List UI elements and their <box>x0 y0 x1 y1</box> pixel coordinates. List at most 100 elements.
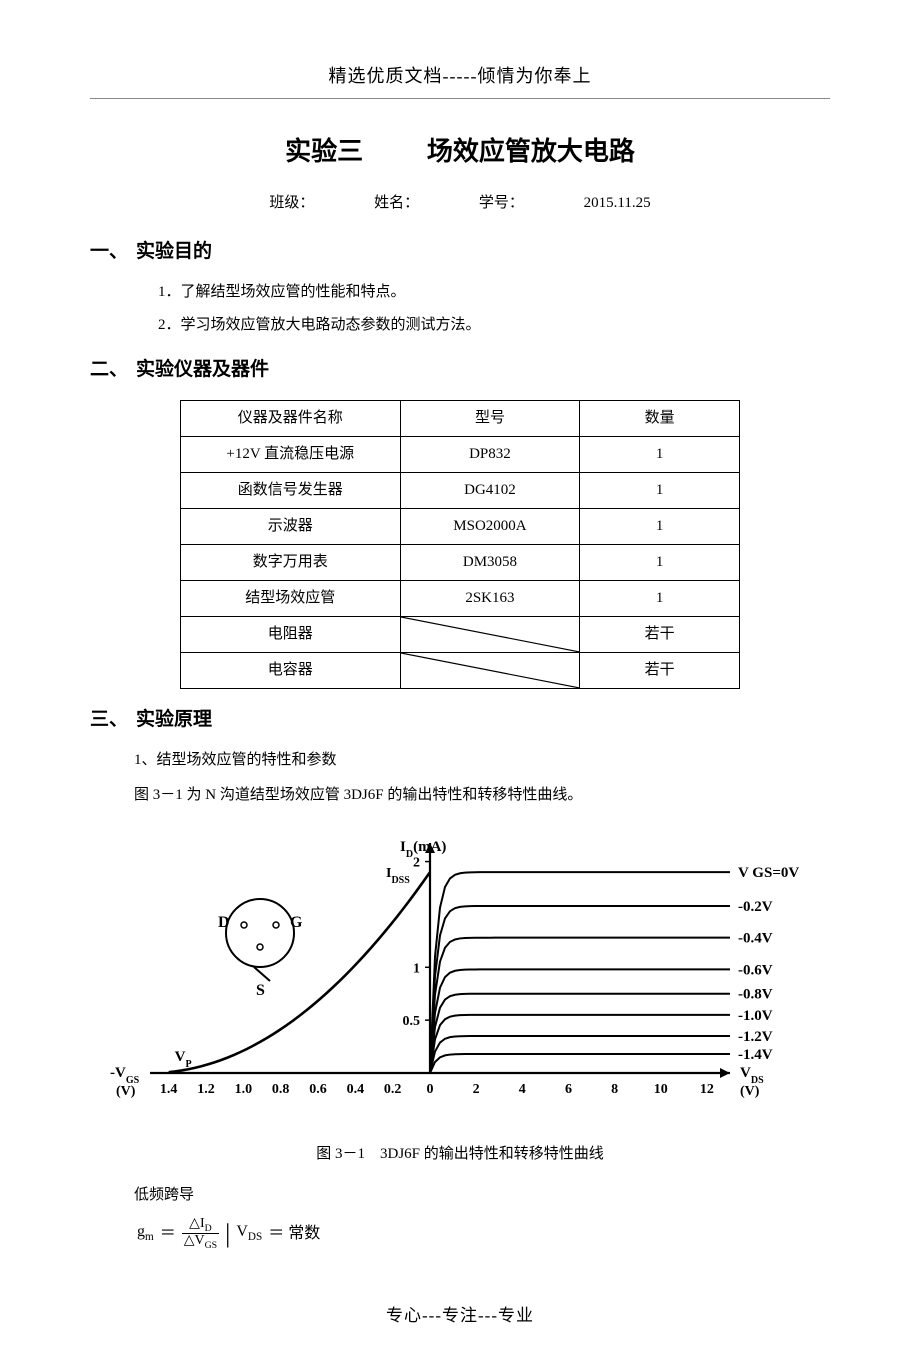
formula-gm: gm <box>134 1217 157 1251</box>
s1-item-1: 1．了解结型场效应管的性能和特点。 <box>158 279 830 306</box>
section-1-head: 一、实验目的 <box>90 235 830 269</box>
table-row: 结型场效应管2SK1631 <box>181 580 740 616</box>
meta-id: 学号： <box>479 190 524 217</box>
table-cell: 1 <box>580 544 740 580</box>
equipment-table: 仪器及器件名称型号数量 +12V 直流稳压电源DP8321函数信号发生器DG41… <box>180 400 740 689</box>
formula-fraction: △ID △VGS <box>179 1217 222 1251</box>
table-cell: 若干 <box>580 616 740 652</box>
section-3-body: 1、结型场效应管的特性和参数 图 3－1 为 N 沟道结型场效应管 3DJ6F … <box>134 747 830 809</box>
svg-text:0.5: 0.5 <box>403 1014 421 1029</box>
svg-text:0.6: 0.6 <box>309 1082 327 1097</box>
table-cell: +12V 直流稳压电源 <box>181 436 401 472</box>
title-left: 实验三 <box>285 129 363 176</box>
table-cell: 1 <box>580 580 740 616</box>
table-cell: DG4102 <box>400 472 580 508</box>
svg-text:V GS=0V: V GS=0V <box>738 865 799 881</box>
page-header: 精选优质文档-----倾情为你奉上 <box>90 60 830 99</box>
svg-text:(V): (V) <box>740 1084 760 1099</box>
svg-text:0.8: 0.8 <box>272 1082 290 1097</box>
meta-row: 班级： 姓名： 学号： 2015.11.25 <box>90 190 830 217</box>
table-cell: 函数信号发生器 <box>181 472 401 508</box>
section-3-title: 实验原理 <box>136 709 212 730</box>
table-cell: 电阻器 <box>181 616 401 652</box>
svg-text:0: 0 <box>427 1082 434 1097</box>
svg-text:-0.4V: -0.4V <box>738 930 773 946</box>
table-row: 函数信号发生器DG41021 <box>181 472 740 508</box>
table-row: +12V 直流稳压电源DP8321 <box>181 436 740 472</box>
formula-bar: | <box>222 1217 233 1251</box>
svg-text:VDS: VDS <box>740 1065 764 1086</box>
table-row: 电阻器 若干 <box>181 616 740 652</box>
jfet-characteristic-chart: 210.5IDSSID(mA)024681012VDS(V)1.41.21.00… <box>90 823 830 1123</box>
section-1-body: 1．了解结型场效应管的性能和特点。 2．学习场效应管放大电路动态参数的测试方法。 <box>158 279 830 339</box>
svg-text:-1.0V: -1.0V <box>738 1008 773 1024</box>
figure-3-1: 210.5IDSSID(mA)024681012VDS(V)1.41.21.00… <box>90 823 830 1133</box>
table-cell: 示波器 <box>181 508 401 544</box>
section-3-head: 三、实验原理 <box>90 703 830 737</box>
table-cell: 数字万用表 <box>181 544 401 580</box>
svg-text:-1.4V: -1.4V <box>738 1047 773 1063</box>
meta-class: 班级： <box>269 190 314 217</box>
section-1-title: 实验目的 <box>136 241 212 262</box>
title-right: 场效应管放大电路 <box>427 129 635 176</box>
svg-text:8: 8 <box>611 1082 618 1097</box>
table-row: 示波器MSO2000A1 <box>181 508 740 544</box>
svg-text:IDSS: IDSS <box>386 866 410 886</box>
table-header-cell: 仪器及器件名称 <box>181 400 401 436</box>
svg-text:-VGS: -VGS <box>110 1065 140 1086</box>
table-cell: 2SK163 <box>400 580 580 616</box>
table-body: +12V 直流稳压电源DP8321函数信号发生器DG41021示波器MSO200… <box>181 436 740 688</box>
table-cell: 电容器 <box>181 652 401 688</box>
section-2-title: 实验仪器及器件 <box>136 359 269 380</box>
low-freq-label: 低频跨导 <box>134 1182 830 1209</box>
meta-name: 姓名： <box>374 190 419 217</box>
svg-text:10: 10 <box>654 1082 668 1097</box>
table-cell: 1 <box>580 472 740 508</box>
table-row: 电容器 若干 <box>181 652 740 688</box>
gm-formula: gm ＝ △ID △VGS | VDS ＝ 常数 <box>134 1217 830 1251</box>
table-header-cell: 型号 <box>400 400 580 436</box>
doc-title: 实验三 场效应管放大电路 <box>90 129 830 176</box>
table-cell: 1 <box>580 508 740 544</box>
svg-text:1.2: 1.2 <box>197 1082 215 1097</box>
formula-eq1: ＝ <box>157 1217 179 1251</box>
svg-text:0.2: 0.2 <box>384 1082 402 1097</box>
section-2-num: 二、 <box>90 353 136 387</box>
svg-text:S: S <box>256 982 265 999</box>
svg-text:VP: VP <box>175 1049 192 1070</box>
s1-item-2: 2．学习场效应管放大电路动态参数的测试方法。 <box>158 312 830 339</box>
table-cell: DM3058 <box>400 544 580 580</box>
svg-text:-0.8V: -0.8V <box>738 986 773 1002</box>
page-footer: 专心---专注---专业 <box>90 1301 830 1332</box>
svg-text:1: 1 <box>413 961 420 976</box>
svg-text:-0.2V: -0.2V <box>738 899 773 915</box>
svg-text:1.0: 1.0 <box>235 1082 253 1097</box>
section-3-num: 三、 <box>90 703 136 737</box>
low-freq-text: 低频跨导 <box>134 1182 830 1209</box>
svg-text:6: 6 <box>565 1082 572 1097</box>
meta-date: 2015.11.25 <box>584 190 651 217</box>
svg-text:12: 12 <box>700 1082 714 1097</box>
s3-p1: 1、结型场效应管的特性和参数 <box>134 747 830 774</box>
table-header-row: 仪器及器件名称型号数量 <box>181 400 740 436</box>
svg-text:4: 4 <box>519 1082 526 1097</box>
svg-text:2: 2 <box>473 1082 480 1097</box>
svg-text:(V): (V) <box>116 1084 136 1099</box>
table-header-cell: 数量 <box>580 400 740 436</box>
table-cell: MSO2000A <box>400 508 580 544</box>
s3-p2: 图 3－1 为 N 沟道结型场效应管 3DJ6F 的输出特性和转移特性曲线。 <box>134 782 830 809</box>
table-cell: DP832 <box>400 436 580 472</box>
svg-text:-0.6V: -0.6V <box>738 962 773 978</box>
table-cell <box>400 616 580 652</box>
table-row: 数字万用表DM30581 <box>181 544 740 580</box>
table-cell <box>400 652 580 688</box>
table-cell: 若干 <box>580 652 740 688</box>
section-2-head: 二、实验仪器及器件 <box>90 353 830 387</box>
svg-text:0.4: 0.4 <box>347 1082 365 1097</box>
table-cell: 结型场效应管 <box>181 580 401 616</box>
svg-text:D: D <box>218 914 230 931</box>
svg-text:2: 2 <box>413 855 420 870</box>
formula-const: ＝ 常数 <box>265 1217 323 1251</box>
figure-caption: 图 3－1 3DJ6F 的输出特性和转移特性曲线 <box>90 1141 830 1168</box>
section-1-num: 一、 <box>90 235 136 269</box>
